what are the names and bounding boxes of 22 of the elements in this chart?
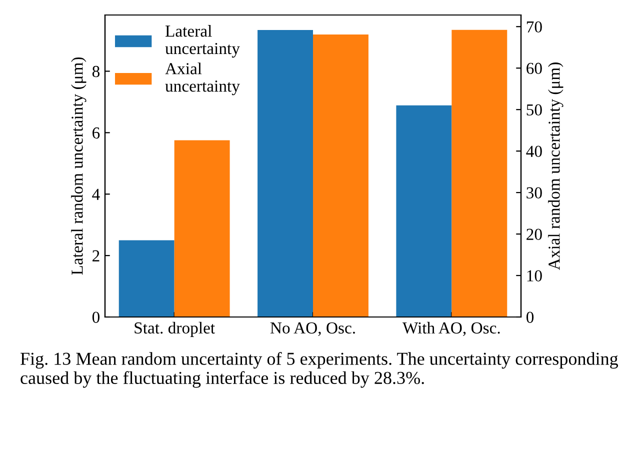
y2-tick-label: 60	[526, 62, 542, 74]
y-tick-label: 4	[92, 188, 100, 200]
y-tick-label: 8	[92, 66, 100, 78]
legend-label: Axial uncertainty	[165, 62, 240, 96]
x-tick-label: No AO, Osc.	[270, 322, 355, 336]
y2-tick-label: 20	[526, 228, 542, 240]
y2-tick-label: 40	[526, 146, 542, 158]
y2-tick-label: 10	[527, 270, 542, 282]
legend-label: Lateral uncertainty	[165, 25, 240, 58]
y-tick-label: 2	[92, 250, 100, 262]
y2-tick-label: 30	[526, 187, 542, 198]
x-tick-label: Stat. droplet	[134, 322, 215, 337]
y2-tick-label: 50	[526, 104, 542, 116]
x-tick-label: With AO, Osc.	[402, 322, 500, 336]
y-axis-title: Lateral random uncertainty (μm)	[71, 57, 86, 275]
y2-tick-label: 0	[526, 312, 534, 323]
y2-tick-label: 70	[526, 21, 542, 33]
y-tick-label: 0	[92, 312, 100, 323]
bar	[174, 140, 230, 317]
y2-axis-title: Axial random uncertainty (μm)	[548, 62, 564, 270]
y-tick-label: 6	[92, 127, 100, 139]
caption: Fig. 13 Mean random uncertainty of 5 experiments. The uncertainty corresponding caused by the fluctuating interface is reduced by 28.3%.	[20, 352, 618, 388]
